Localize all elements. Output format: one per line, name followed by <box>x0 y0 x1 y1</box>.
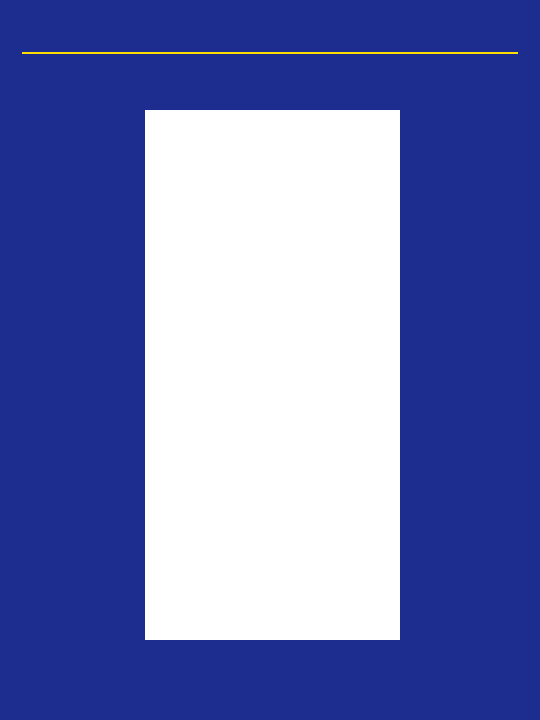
chart-panel <box>145 110 400 640</box>
chart-svg <box>145 110 400 622</box>
slide-title <box>22 18 518 54</box>
